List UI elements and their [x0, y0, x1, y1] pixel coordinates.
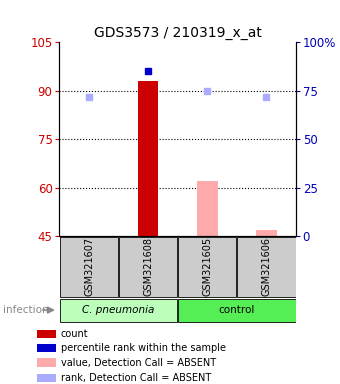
- Bar: [237, 237, 295, 297]
- Text: GSM321605: GSM321605: [202, 237, 212, 296]
- Bar: [138, 81, 158, 236]
- Text: control: control: [219, 305, 255, 315]
- Text: infection: infection: [3, 305, 49, 315]
- Bar: [197, 181, 218, 236]
- Bar: [119, 237, 177, 297]
- Text: percentile rank within the sample: percentile rank within the sample: [61, 343, 226, 353]
- Bar: [37, 344, 56, 353]
- Text: value, Detection Call = ABSENT: value, Detection Call = ABSENT: [61, 358, 216, 367]
- Bar: [256, 230, 277, 236]
- Bar: [178, 299, 295, 321]
- Bar: [37, 374, 56, 382]
- Text: count: count: [61, 329, 88, 339]
- Title: GDS3573 / 210319_x_at: GDS3573 / 210319_x_at: [94, 26, 261, 40]
- Text: GSM321606: GSM321606: [261, 237, 271, 296]
- Bar: [60, 237, 118, 297]
- Bar: [37, 358, 56, 367]
- Bar: [37, 330, 56, 338]
- Text: C. pneumonia: C. pneumonia: [82, 305, 155, 315]
- Bar: [178, 237, 236, 297]
- Text: GSM321608: GSM321608: [143, 237, 153, 296]
- Bar: [60, 299, 177, 321]
- Text: GSM321607: GSM321607: [84, 237, 94, 296]
- Text: rank, Detection Call = ABSENT: rank, Detection Call = ABSENT: [61, 373, 211, 383]
